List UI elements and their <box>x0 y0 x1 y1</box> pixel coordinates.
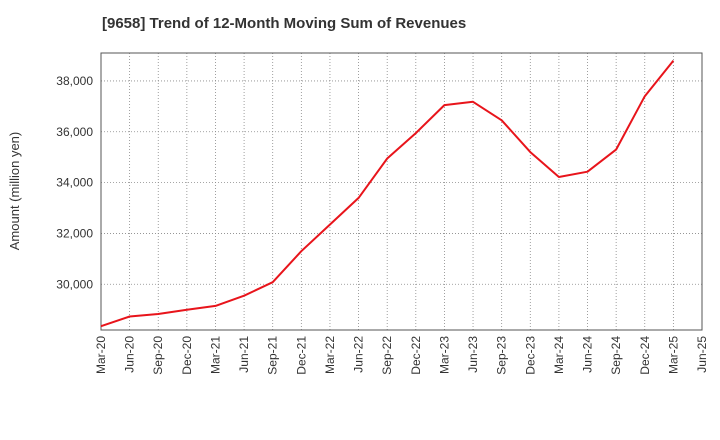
grid-lines <box>101 53 702 330</box>
x-tick-label: Sep-23 <box>495 336 509 375</box>
x-tick-label: Jun-24 <box>581 336 595 373</box>
y-axis-label: Amount (million yen) <box>7 132 22 251</box>
x-tick-label: Jun-23 <box>466 336 480 373</box>
plot-area <box>100 52 703 331</box>
x-tick-label: Jun-20 <box>123 336 137 373</box>
x-tick-label: Sep-22 <box>380 336 394 375</box>
y-tick-label: 30,000 <box>56 277 93 291</box>
x-tick-label: Sep-21 <box>266 336 280 375</box>
x-tick-label: Jun-25 <box>695 336 709 373</box>
series-line <box>100 59 675 328</box>
x-tick-label: Sep-20 <box>151 336 165 375</box>
x-tick-label: Mar-22 <box>323 336 337 374</box>
y-axis-ticks: 30,000 32,000 34,000 36,000 38,000 <box>56 74 93 291</box>
chart-title: [9658] Trend of 12-Month Moving Sum of R… <box>102 15 467 32</box>
x-tick-label: Dec-24 <box>638 336 652 375</box>
x-tick-label: Dec-23 <box>523 336 537 375</box>
y-tick-label: 38,000 <box>56 74 93 88</box>
x-tick-label: Sep-24 <box>609 336 623 375</box>
x-tick-label: Dec-21 <box>294 336 308 375</box>
x-tick-label: Mar-25 <box>666 336 680 374</box>
x-tick-label: Jun-22 <box>352 336 366 373</box>
x-tick-label: Dec-22 <box>409 336 423 375</box>
x-tick-label: Mar-20 <box>94 336 108 374</box>
x-tick-label: Mar-24 <box>552 336 566 374</box>
x-tick-label: Jun-21 <box>237 336 251 373</box>
y-tick-label: 36,000 <box>56 125 93 139</box>
x-tick-label: Dec-20 <box>180 336 194 375</box>
x-tick-label: Mar-23 <box>437 336 451 374</box>
x-axis-ticks: Mar-20 Jun-20 Sep-20 Dec-20 Mar-21 Jun-21 Sep-… <box>94 336 709 375</box>
y-tick-label: 34,000 <box>56 176 93 190</box>
y-tick-label: 32,000 <box>56 226 93 240</box>
x-tick-label: Mar-21 <box>208 336 222 374</box>
